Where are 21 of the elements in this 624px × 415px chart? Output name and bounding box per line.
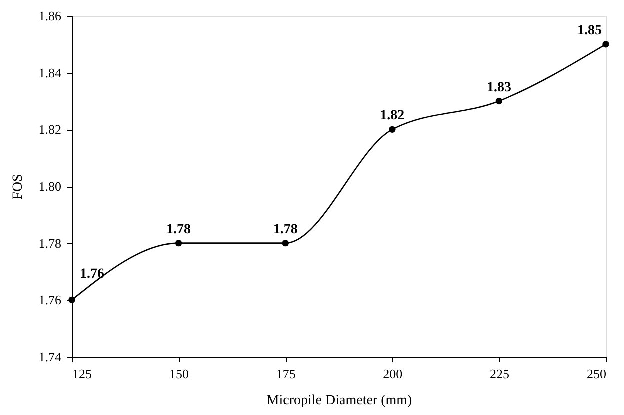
data-label: 1.76 <box>80 267 104 282</box>
x-tick-label: 250 <box>587 366 606 382</box>
x-tick-label: 225 <box>490 366 510 382</box>
data-label: 1.82 <box>380 108 405 124</box>
x-tick-label: 200 <box>383 366 403 382</box>
y-tick-label: 1.76 <box>38 292 62 308</box>
y-axis-title: FOS <box>10 174 26 200</box>
data-label: 1.85 <box>578 23 602 38</box>
y-tick-label: 1.86 <box>38 8 62 24</box>
x-tick-label: 125 <box>72 366 92 382</box>
data-label: 1.83 <box>486 80 512 96</box>
data-label: 1.78 <box>166 222 192 238</box>
y-tick-label: 1.74 <box>38 350 62 364</box>
y-tick-label: 1.80 <box>38 179 62 194</box>
data-label: 1.78 <box>273 222 298 238</box>
y-tick-label: 1.82 <box>38 122 62 138</box>
x-axis-title: Micropile Diameter (mm) <box>266 394 413 408</box>
x-tick-label: 150 <box>170 366 190 382</box>
y-tick-label: 1.84 <box>38 65 62 80</box>
x-tick-label: 175 <box>276 366 296 382</box>
y-tick-label: 1.78 <box>38 236 62 251</box>
